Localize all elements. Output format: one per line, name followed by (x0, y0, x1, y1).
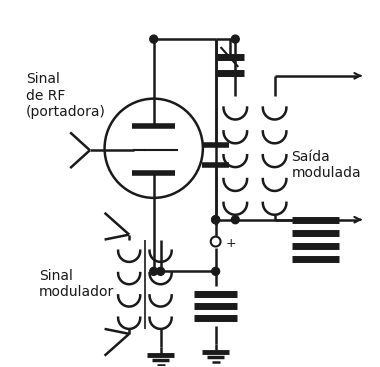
Circle shape (231, 35, 239, 43)
Circle shape (211, 237, 220, 247)
Circle shape (150, 268, 158, 275)
Text: Sinal
de RF
(portadora): Sinal de RF (portadora) (26, 72, 106, 119)
Circle shape (212, 268, 220, 275)
Circle shape (157, 268, 165, 275)
Circle shape (150, 35, 158, 43)
Text: Saída
modulada: Saída modulada (291, 150, 361, 180)
Text: Sinal
modulador: Sinal modulador (39, 269, 114, 299)
Text: +: + (225, 237, 236, 250)
Circle shape (212, 216, 220, 224)
Circle shape (231, 216, 239, 224)
Circle shape (105, 99, 203, 198)
Circle shape (212, 216, 220, 224)
